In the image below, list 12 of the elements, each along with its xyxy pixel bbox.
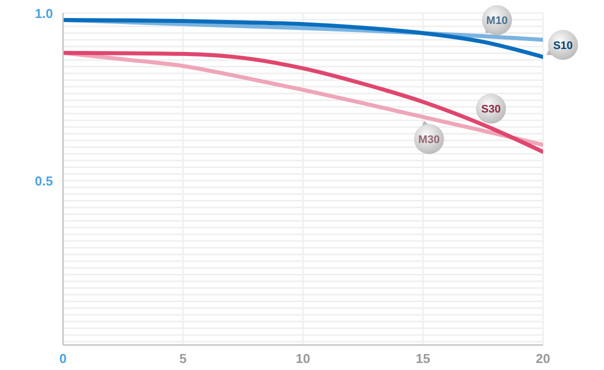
- series-label: M10: [486, 15, 508, 28]
- series-label: M30: [418, 134, 440, 146]
- series-label: S30: [481, 104, 501, 116]
- x-tick-label: 10: [296, 351, 310, 366]
- y-tick-label: 0.5: [34, 174, 53, 189]
- x-tick-label: 0: [59, 351, 67, 366]
- y-tick-label: 1.0: [34, 6, 53, 21]
- x-tick-label: 15: [416, 351, 430, 366]
- line-series: [63, 18, 543, 59]
- x-tick-label: 5: [179, 351, 187, 366]
- x-tick-label: 20: [536, 351, 550, 366]
- series-label: S10: [553, 40, 573, 52]
